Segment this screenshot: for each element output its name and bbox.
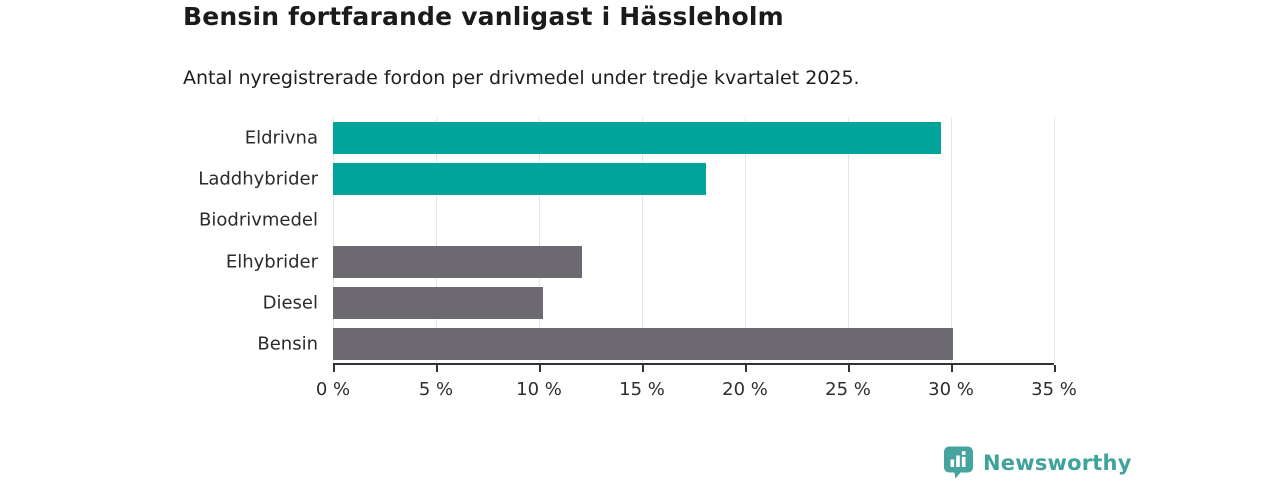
newsworthy-logo-text: Newsworthy [983,450,1132,475]
bar-laddhybrider [333,163,706,195]
bar-eldrivna [333,121,941,154]
x-axis-tick [642,365,644,372]
category-label-biodrivmedel: Biodrivmedel [199,209,318,231]
category-label-bensin: Bensin [257,333,318,355]
x-axis-tick [333,365,335,372]
x-axis-tick-label: 10 % [516,379,562,400]
x-axis-tick [436,365,438,372]
x-axis-tick-label: 30 % [928,379,974,400]
category-label-laddhybrider: Laddhybrider [198,168,318,190]
x-axis-tick-label: 15 % [619,379,665,400]
x-axis-tick-label: 25 % [825,379,871,400]
bar-bensin [333,328,954,361]
x-axis-tick [1054,365,1056,372]
x-gridline [951,117,952,363]
category-label-diesel: Diesel [262,292,318,314]
category-label-eldrivna: Eldrivna [244,127,318,149]
bar-elhybrider [333,245,583,278]
x-axis-tick [539,365,541,372]
x-gridline [333,117,334,363]
x-gridline [436,117,437,363]
x-axis-tick [745,365,747,372]
x-gridline [745,117,746,363]
chart-subtitle: Antal nyregistrerade fordon per drivmede… [183,67,860,89]
x-axis-tick-label: 20 % [722,379,768,400]
x-gridline [642,117,643,363]
x-axis-tick [848,365,850,372]
category-label-elhybrider: Elhybrider [225,251,318,273]
plot-area: 0 % 5 % 10 % 15 % 20 % 25 % 30 % 35 % Eldrivna La… [198,117,1077,400]
x-axis-tick-label: 5 % [418,379,454,400]
x-gridline [848,117,849,363]
x-axis-tick [951,365,953,372]
newsworthy-logo: Newsworthy [944,446,1132,479]
newsworthy-bubble-barchart-icon [944,446,973,479]
x-axis-tick-label: 35 % [1031,379,1077,400]
x-gridline [1054,117,1055,363]
chart-title: Bensin fortfarande vanligast i Hässlehol… [183,2,784,31]
bar-diesel [333,287,544,319]
x-gridline [539,117,540,363]
x-axis-tick-label: 0 % [315,379,351,400]
